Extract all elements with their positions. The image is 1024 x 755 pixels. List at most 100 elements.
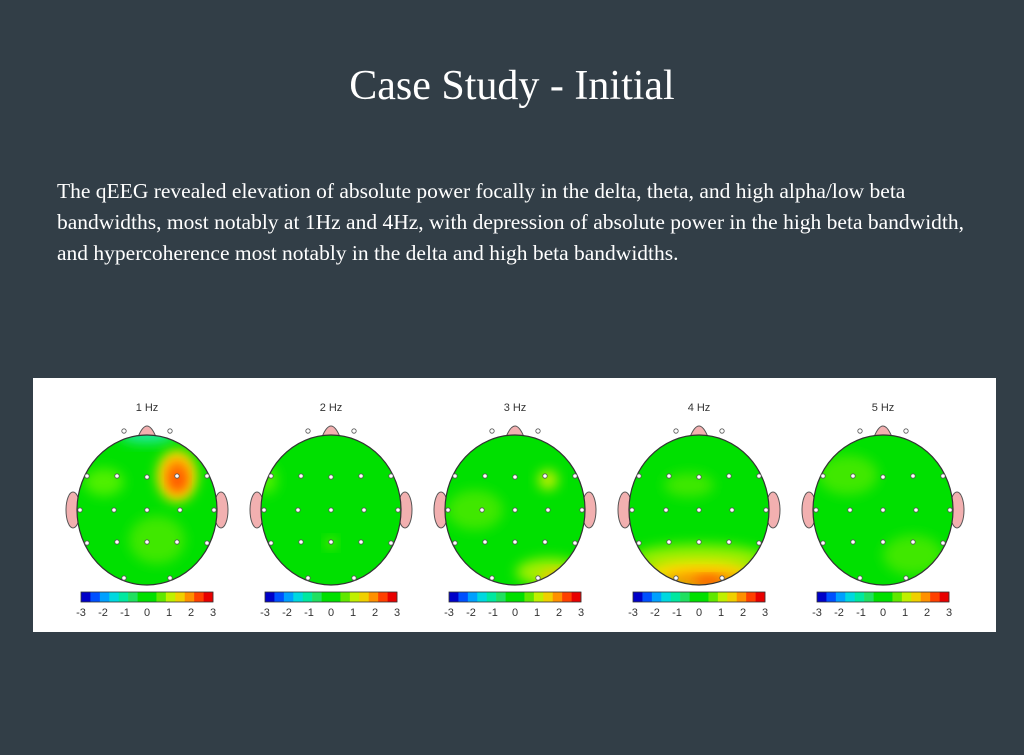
- electrode-marker: [545, 507, 551, 513]
- electrode-marker: [361, 507, 367, 513]
- head-outline: [444, 434, 586, 586]
- colorbar-tick-label: -2: [466, 607, 476, 619]
- electrode-marker: [388, 540, 394, 546]
- electrode-marker: [305, 575, 311, 581]
- electrode-marker: [261, 507, 267, 513]
- colorbar-segment: [109, 592, 120, 602]
- electrode-marker: [121, 575, 127, 581]
- electrode-marker: [489, 575, 495, 581]
- colorbar-segment: [755, 592, 766, 602]
- electrode-marker: [847, 507, 853, 513]
- colorbar-tick-label: 3: [946, 607, 952, 619]
- electrode-marker: [144, 507, 150, 513]
- colorbar-segment: [156, 592, 167, 602]
- colorbar-segment: [911, 592, 922, 602]
- colorbar-segment: [331, 592, 341, 602]
- electrode-marker: [268, 540, 274, 546]
- colorbar-segment: [708, 592, 719, 602]
- electrode-marker: [452, 473, 458, 479]
- colorbar-segment: [892, 592, 903, 602]
- colorbar-segment: [699, 592, 709, 602]
- colorbar-tick-label: -1: [488, 607, 498, 619]
- topomap-label: 4 Hz: [688, 402, 711, 414]
- electrode-marker: [947, 507, 953, 513]
- colorbar-segment: [378, 592, 388, 602]
- electrode-marker: [910, 473, 916, 479]
- electrode-marker: [673, 575, 679, 581]
- colorbar-segment: [571, 592, 582, 602]
- colorbar-segment: [312, 592, 322, 602]
- electrode-marker: [850, 539, 856, 545]
- colorbar-segment: [835, 592, 846, 602]
- electrode-marker: [351, 428, 357, 434]
- colorbar-tick-label: -1: [304, 607, 314, 619]
- qeeg-topomap-figure: 1 Hz -3 -2 -1 0 1 2 3 2 Hz -3 -2 -1 0 1 2 3 3 Hz -3 -2 -1 0 1…: [33, 378, 996, 632]
- electrode-marker: [636, 473, 642, 479]
- electrode-marker: [696, 507, 702, 513]
- topomap-3: 3 Hz -3 -2 -1 0 1 2 3: [433, 402, 597, 619]
- colorbar-tick-label: 3: [394, 607, 400, 619]
- electrode-marker: [351, 575, 357, 581]
- slide-title: Case Study - Initial: [349, 63, 675, 109]
- electrode-marker: [535, 428, 541, 434]
- colorbar-segment: [727, 592, 738, 602]
- colorbar-segment: [543, 592, 554, 602]
- electrode-marker: [857, 428, 863, 434]
- electrode-marker: [673, 428, 679, 434]
- colorbar-segment: [873, 592, 884, 602]
- electrode-marker: [940, 473, 946, 479]
- power-blob: [664, 473, 714, 497]
- topomap-2: 2 Hz -3 -2 -1 0 1 2 3: [249, 402, 413, 619]
- colorbar-segment: [854, 592, 865, 602]
- colorbar-segment: [165, 592, 176, 602]
- electrode-marker: [298, 473, 304, 479]
- colorbar-segment: [184, 592, 195, 602]
- colorbar-tick-label: -3: [260, 607, 270, 619]
- colorbar-segment: [817, 592, 827, 602]
- power-blob: [447, 490, 503, 530]
- electrode-marker: [913, 507, 919, 513]
- colorbar-segment: [467, 592, 478, 602]
- colorbar-segment: [845, 592, 856, 602]
- topomap-1: 1 Hz -3 -2 -1 0 1 2 3: [65, 402, 229, 619]
- colorbar-segment: [340, 592, 351, 602]
- colorbar-tick-label: 2: [556, 607, 562, 619]
- electrode-marker: [880, 507, 886, 513]
- head-outline: [260, 434, 402, 586]
- electrode-marker: [328, 507, 334, 513]
- colorbar-segment: [175, 592, 186, 602]
- colorbar-tick-label: 2: [188, 607, 194, 619]
- colorbar-tick-label: 0: [144, 607, 150, 619]
- electrode-marker: [903, 575, 909, 581]
- electrode-marker: [328, 474, 334, 480]
- colorbar-tick-label: 2: [740, 607, 746, 619]
- colorbar-segment: [147, 592, 157, 602]
- electrode-marker: [84, 473, 90, 479]
- colorbar-segment: [486, 592, 497, 602]
- colorbar-segment: [930, 592, 940, 602]
- colorbar-tick-label: -1: [120, 607, 130, 619]
- electrode-marker: [144, 474, 150, 480]
- electrode-marker: [177, 507, 183, 513]
- electrode-marker: [542, 539, 548, 545]
- colorbar-segment: [670, 592, 681, 602]
- electrode-marker: [268, 473, 274, 479]
- electrode-marker: [880, 474, 886, 480]
- colorbar-tick-label: -3: [812, 607, 822, 619]
- colorbar-tick-label: 1: [718, 607, 724, 619]
- colorbar-frame: [816, 591, 950, 603]
- colorbar-segment: [458, 592, 469, 602]
- topomap-panels: 1 Hz-3 -2 -1 0 1 2 32 Hz-3 -2 -1 0 1 2 33 Hz-3 -2 -1 0 1…: [65, 402, 965, 619]
- electrode-marker: [77, 507, 83, 513]
- colorbar-segment: [642, 592, 653, 602]
- colorbar-segment: [137, 592, 148, 602]
- electrode-marker: [489, 428, 495, 434]
- colorbar-segment: [449, 592, 459, 602]
- colorbar-segment: [349, 592, 360, 602]
- colorbar-tick-label: 1: [902, 607, 908, 619]
- colorbar-segment: [920, 592, 931, 602]
- electrode-marker: [666, 539, 672, 545]
- power-blob: [171, 469, 185, 491]
- colorbar-tick-label: -1: [856, 607, 866, 619]
- colorbar-tick-label: -2: [650, 607, 660, 619]
